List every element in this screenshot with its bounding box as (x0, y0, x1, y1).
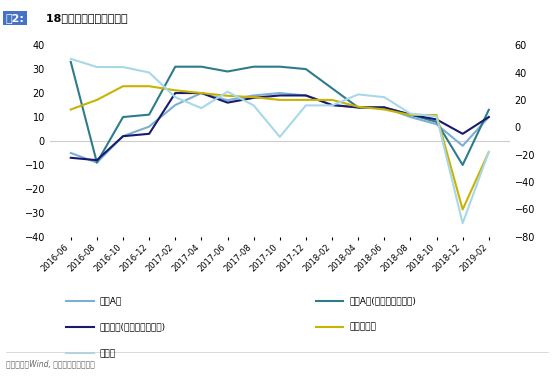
创业板 (94, 65, 100, 69)
全部A股 (407, 115, 414, 119)
Text: 18年四季度盈利大幅下滑: 18年四季度盈利大幅下滑 (42, 13, 127, 23)
全部主板(剔除中小企业板) (198, 91, 205, 96)
创业板 (459, 221, 466, 226)
Text: 全部A股(非银行石油石化): 全部A股(非银行石油石化) (349, 296, 416, 305)
全部A股(非银行石油石化) (172, 64, 178, 69)
中小企业板 (94, 98, 100, 102)
中小企业板 (407, 113, 414, 117)
全部主板(剔除中小企业板) (329, 103, 335, 107)
创业板 (172, 95, 178, 99)
全部A股 (381, 105, 388, 110)
中小企业板 (68, 107, 74, 112)
Text: 图2:: 图2: (6, 13, 24, 23)
全部A股 (459, 144, 466, 148)
全部A股 (433, 122, 440, 126)
创业板 (68, 56, 74, 61)
创业板 (407, 111, 414, 116)
创业板 (355, 92, 361, 97)
中小企业板 (198, 91, 205, 96)
全部A股 (485, 115, 492, 119)
全部A股 (120, 134, 126, 138)
创业板 (381, 95, 388, 99)
中小企业板 (355, 105, 361, 109)
全部A股(非银行石油石化) (433, 120, 440, 124)
中小企业板 (146, 84, 152, 88)
全部A股(非银行石油石化) (68, 60, 74, 64)
全部主板(剔除中小企业板) (433, 117, 440, 122)
中小企业板 (250, 95, 257, 99)
Text: 资料来源：Wind, 长城证券研究所整理: 资料来源：Wind, 长城证券研究所整理 (6, 359, 94, 368)
全部A股 (224, 98, 231, 103)
创业板 (302, 103, 309, 108)
全部A股(非银行石油石化) (120, 115, 126, 119)
Line: 创业板: 创业板 (71, 59, 489, 223)
中小企业板 (224, 94, 231, 98)
全部A股 (355, 105, 361, 110)
全部A股(非银行石油石化) (459, 163, 466, 167)
全部A股(非银行石油石化) (224, 69, 231, 74)
Text: 中小企业板: 中小企业板 (349, 323, 376, 332)
全部主板(剔除中小企业板) (172, 91, 178, 96)
中小企业板 (433, 113, 440, 117)
中小企业板 (120, 84, 126, 88)
全部A股(非银行石油石化) (250, 64, 257, 69)
全部A股(非银行石油石化) (276, 64, 283, 69)
中小企业板 (459, 207, 466, 212)
全部主板(剔除中小企业板) (146, 132, 152, 136)
全部主板(剔除中小企业板) (250, 96, 257, 100)
全部A股 (302, 93, 309, 98)
全部A股 (146, 124, 152, 129)
创业板 (250, 103, 257, 108)
创业板 (120, 65, 126, 69)
创业板 (276, 135, 283, 139)
Text: 全部主板(剔除中小企业板): 全部主板(剔除中小企业板) (100, 323, 166, 332)
中小企业板 (381, 107, 388, 112)
全部A股 (94, 160, 100, 165)
全部A股(非银行石油石化) (355, 105, 361, 110)
全部A股 (198, 91, 205, 96)
全部主板(剔除中小企业板) (302, 93, 309, 98)
全部主板(剔除中小企业板) (68, 156, 74, 160)
全部A股(非银行石油石化) (146, 112, 152, 117)
全部主板(剔除中小企业板) (276, 93, 283, 98)
中小企业板 (302, 98, 309, 102)
全部A股 (276, 91, 283, 96)
全部A股(非银行石油石化) (485, 108, 492, 112)
Text: 创业板: 创业板 (100, 349, 116, 358)
全部A股(非银行石油石化) (198, 64, 205, 69)
全部A股(非银行石油石化) (94, 160, 100, 165)
全部A股 (329, 103, 335, 107)
Line: 全部主板(剔除中小企业板): 全部主板(剔除中小企业板) (71, 93, 489, 160)
中小企业板 (329, 98, 335, 102)
创业板 (485, 150, 492, 154)
Line: 全部A股(非银行石油石化): 全部A股(非银行石油石化) (71, 62, 489, 165)
全部主板(剔除中小企业板) (120, 134, 126, 138)
创业板 (433, 114, 440, 118)
创业板 (146, 70, 152, 75)
全部A股 (172, 103, 178, 107)
全部A股(非银行石油石化) (302, 67, 309, 71)
全部主板(剔除中小企业板) (459, 132, 466, 136)
Line: 中小企业板: 中小企业板 (71, 86, 489, 209)
创业板 (198, 106, 205, 111)
Text: 全部A股: 全部A股 (100, 296, 122, 305)
全部A股 (68, 151, 74, 155)
创业板 (224, 89, 231, 94)
全部主板(剔除中小企业板) (381, 105, 388, 110)
全部A股(非银行石油石化) (381, 105, 388, 110)
中小企业板 (276, 98, 283, 102)
全部主板(剔除中小企业板) (407, 112, 414, 117)
Line: 全部A股: 全部A股 (71, 93, 489, 162)
全部主板(剔除中小企业板) (224, 100, 231, 105)
全部主板(剔除中小企业板) (485, 115, 492, 119)
全部A股 (250, 93, 257, 98)
创业板 (329, 103, 335, 108)
中小企业板 (485, 150, 492, 154)
中小企业板 (172, 88, 178, 92)
全部主板(剔除中小企业板) (355, 105, 361, 110)
全部A股(非银行石油石化) (407, 112, 414, 117)
全部主板(剔除中小企业板) (94, 158, 100, 162)
全部A股(非银行石油石化) (329, 86, 335, 91)
